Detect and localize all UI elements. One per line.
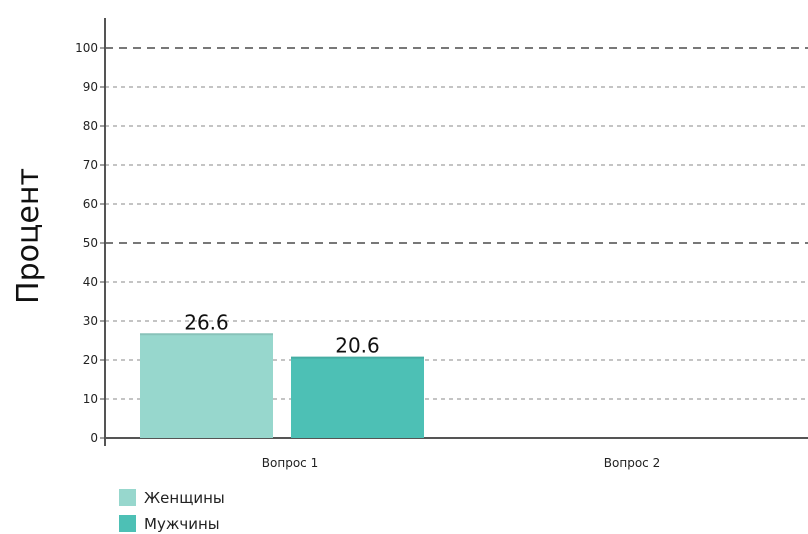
data-label: 26.6 bbox=[184, 310, 229, 334]
y-tick-label: 40 bbox=[83, 275, 98, 289]
legend-swatch bbox=[119, 489, 136, 506]
legend-swatch bbox=[119, 515, 136, 532]
y-tick-label: 100 bbox=[75, 41, 98, 55]
y-axis-label: Процент bbox=[11, 168, 46, 304]
x-tick-label: Вопрос 1 bbox=[262, 456, 318, 470]
y-tick-label: 0 bbox=[90, 431, 98, 445]
y-tick-label: 20 bbox=[83, 353, 98, 367]
bar bbox=[291, 357, 424, 438]
y-tick-label: 70 bbox=[83, 158, 98, 172]
y-tick-label: 30 bbox=[83, 314, 98, 328]
y-tick-labels: 0 10 20 30 40 50 60 70 80 90 100 bbox=[75, 41, 105, 445]
gridlines bbox=[105, 47, 808, 400]
data-labels: 26.6 20.6 bbox=[184, 310, 380, 357]
legend: Женщины Мужчины bbox=[119, 489, 225, 533]
legend-label: Женщины bbox=[144, 489, 225, 507]
y-tick-label: 10 bbox=[83, 392, 98, 406]
data-label: 20.6 bbox=[335, 334, 380, 358]
legend-label: Мужчины bbox=[144, 515, 220, 533]
bars bbox=[140, 333, 424, 438]
x-tick-label: Вопрос 2 bbox=[604, 456, 660, 470]
x-tick-labels: Вопрос 1 Вопрос 2 bbox=[262, 456, 660, 470]
y-tick-label: 90 bbox=[83, 80, 98, 94]
y-tick-label: 80 bbox=[83, 119, 98, 133]
y-tick-label: 60 bbox=[83, 197, 98, 211]
y-tick-label: 50 bbox=[83, 236, 98, 250]
bar bbox=[140, 334, 273, 438]
